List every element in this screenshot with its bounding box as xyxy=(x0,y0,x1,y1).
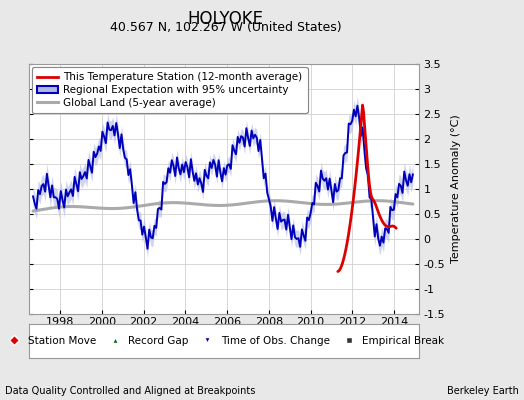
Text: 40.567 N, 102.267 W (United States): 40.567 N, 102.267 W (United States) xyxy=(110,21,341,34)
Legend: Station Move, Record Gap, Time of Obs. Change, Empirical Break: Station Move, Record Gap, Time of Obs. C… xyxy=(0,332,449,350)
Text: HOLYOKE: HOLYOKE xyxy=(187,10,264,28)
Text: Data Quality Controlled and Aligned at Breakpoints: Data Quality Controlled and Aligned at B… xyxy=(5,386,256,396)
Text: Berkeley Earth: Berkeley Earth xyxy=(447,386,519,396)
Legend: This Temperature Station (12-month average), Regional Expectation with 95% uncer: This Temperature Station (12-month avera… xyxy=(32,67,308,113)
Y-axis label: Temperature Anomaly (°C): Temperature Anomaly (°C) xyxy=(451,115,461,263)
